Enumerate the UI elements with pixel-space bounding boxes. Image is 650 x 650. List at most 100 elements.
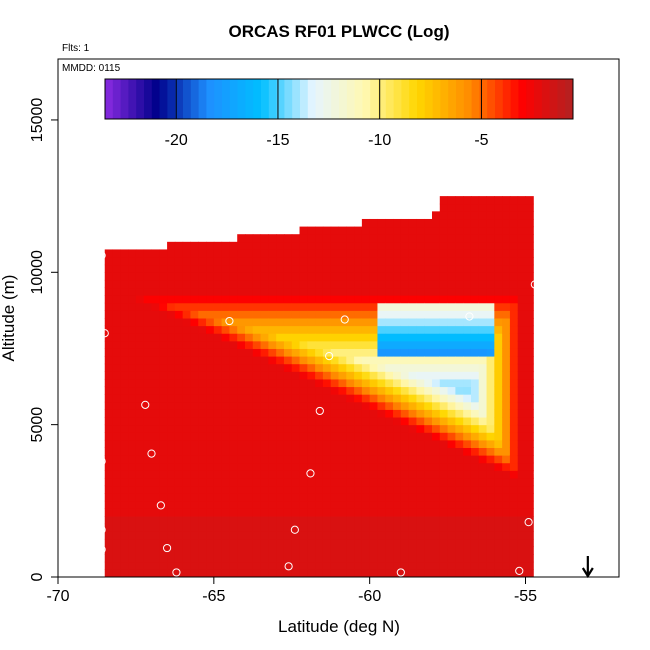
heatmap-cell xyxy=(447,211,456,220)
heatmap-cell xyxy=(338,363,347,372)
heatmap-cell xyxy=(338,401,347,410)
heatmap-cell xyxy=(393,241,402,250)
heatmap-cell xyxy=(167,371,176,380)
heatmap-cell xyxy=(315,363,324,372)
heatmap-cell xyxy=(517,477,526,487)
heatmap-cell xyxy=(494,196,503,205)
heatmap-cell xyxy=(182,363,191,372)
heatmap-cell xyxy=(221,538,230,548)
heatmap-cell xyxy=(494,500,503,509)
heatmap-cell xyxy=(354,462,363,471)
heatmap-cell xyxy=(478,279,488,289)
heatmap-cell xyxy=(385,401,394,410)
heatmap-cell xyxy=(525,241,534,250)
heatmap-cell xyxy=(338,234,347,243)
heatmap-cell xyxy=(369,508,378,517)
heatmap-cell xyxy=(354,241,363,250)
heatmap-cell xyxy=(424,432,433,441)
heatmap-cell xyxy=(151,508,160,517)
heatmap-cell xyxy=(393,477,402,487)
heatmap-cell xyxy=(283,234,293,243)
heatmap-cell xyxy=(206,424,215,433)
heatmap-cell xyxy=(408,226,417,235)
heatmap-cell xyxy=(517,234,526,243)
heatmap-cell xyxy=(182,241,191,250)
heatmap-cell xyxy=(260,569,269,578)
heatmap-cell xyxy=(167,302,176,311)
heatmap-cell xyxy=(416,531,425,540)
heatmap-cell xyxy=(174,325,184,334)
heatmap-cell xyxy=(128,272,137,281)
heatmap-cell xyxy=(470,477,480,487)
heatmap-cell xyxy=(330,409,339,418)
heatmap-cell xyxy=(307,424,316,433)
heatmap-cell xyxy=(120,470,129,479)
heatmap-cell xyxy=(455,554,464,563)
heatmap-cell xyxy=(182,516,191,525)
heatmap-cell xyxy=(120,554,129,563)
heatmap-cell xyxy=(509,546,519,555)
heatmap-cell xyxy=(159,279,168,289)
heatmap-cell xyxy=(322,477,332,487)
heatmap-cell xyxy=(486,417,495,426)
heatmap-cell xyxy=(120,279,129,289)
heatmap-cell xyxy=(260,356,269,365)
heatmap-cell xyxy=(455,447,464,456)
heatmap-cell xyxy=(120,257,129,266)
heatmap-cell xyxy=(330,523,339,532)
heatmap-cell xyxy=(408,234,417,243)
colorbar-cell xyxy=(128,79,137,119)
heatmap-cell xyxy=(385,493,394,502)
heatmap-cell xyxy=(299,378,308,388)
heatmap-cell xyxy=(463,516,472,525)
heatmap-cell xyxy=(369,386,378,395)
heatmap-cell xyxy=(354,554,363,563)
heatmap-cell xyxy=(190,500,199,509)
heatmap-cell xyxy=(276,318,285,327)
heatmap-cell xyxy=(330,318,339,327)
heatmap-cell xyxy=(174,257,184,266)
heatmap-cell xyxy=(502,196,511,205)
heatmap-cell xyxy=(291,340,301,349)
heatmap-cell xyxy=(151,302,160,311)
heatmap-cell xyxy=(159,363,168,372)
heatmap-cell xyxy=(478,211,488,220)
heatmap-cell xyxy=(307,516,316,525)
heatmap-cell xyxy=(369,241,378,250)
heatmap-cell xyxy=(400,249,410,258)
heatmap-cell xyxy=(245,523,254,532)
heatmap-cell xyxy=(502,394,511,403)
heatmap-cell xyxy=(408,371,417,380)
heatmap-cell xyxy=(416,371,425,380)
heatmap-cell xyxy=(408,470,417,479)
heatmap-cell xyxy=(322,378,332,388)
colorbar-cell xyxy=(284,79,293,119)
heatmap-cell xyxy=(439,340,449,349)
heatmap-cell xyxy=(369,424,378,433)
heatmap-cell xyxy=(463,356,472,365)
heatmap-cell xyxy=(338,356,347,365)
x-axis: -70 -65 -60 -55 xyxy=(46,577,537,605)
heatmap-cell xyxy=(151,371,160,380)
heatmap-cell xyxy=(322,447,332,456)
heatmap-cell xyxy=(377,218,386,228)
heatmap-cell xyxy=(206,272,215,281)
heatmap-cell xyxy=(182,401,191,410)
heatmap-cell xyxy=(190,295,199,304)
heatmap-cell xyxy=(455,241,464,250)
heatmap-cell xyxy=(213,310,223,319)
heatmap-cell xyxy=(424,554,433,563)
heatmap-cell xyxy=(494,447,503,456)
heatmap-cell xyxy=(213,538,223,548)
heatmap-cell xyxy=(190,432,199,441)
heatmap-cell xyxy=(260,455,269,464)
heatmap-cell xyxy=(463,409,472,418)
heatmap-cell xyxy=(307,257,316,266)
heatmap-cell xyxy=(470,401,480,410)
heatmap-cell xyxy=(221,264,230,273)
heatmap-cell xyxy=(135,409,145,418)
heatmap-cell xyxy=(143,500,152,509)
heatmap-cell xyxy=(377,546,386,555)
heatmap-cell xyxy=(408,485,417,494)
heatmap-cell xyxy=(494,432,503,441)
